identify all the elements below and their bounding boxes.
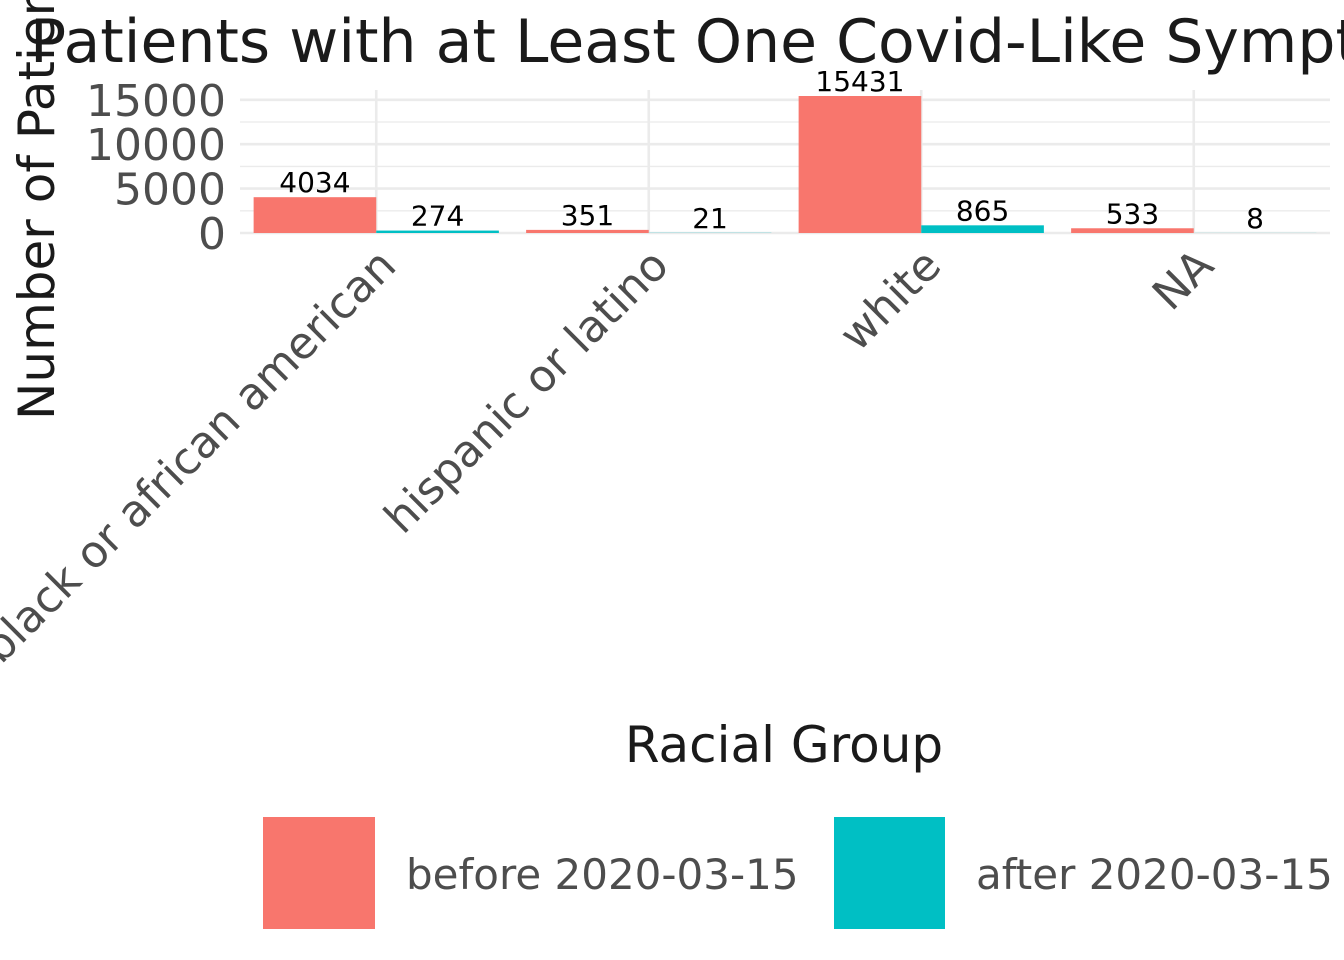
data-labels: 4034 351 15431 533 274 21 865 8 xyxy=(279,65,1264,235)
data-label: 274 xyxy=(411,200,464,233)
data-label: 21 xyxy=(692,202,728,235)
y-axis-title: Number of Patients xyxy=(8,0,66,420)
x-axis-title: Racial Group xyxy=(625,716,943,774)
x-tick-label: hispanic or latino xyxy=(375,240,679,544)
bar-before-1 xyxy=(526,229,649,233)
bar-before-0 xyxy=(253,197,377,233)
data-label: 8 xyxy=(1246,202,1264,235)
data-label: 15431 xyxy=(815,65,904,98)
legend-key-after xyxy=(834,817,945,929)
data-label: 533 xyxy=(1106,197,1159,230)
legend-key-before xyxy=(263,817,375,929)
y-tick-label: 10000 xyxy=(86,120,226,171)
legend-label-before: before 2020-03-15 xyxy=(406,850,799,899)
y-tick-label: 15000 xyxy=(86,76,226,127)
x-tick-label: NA xyxy=(1143,240,1224,321)
bar-before-2 xyxy=(798,96,922,233)
legend: before 2020-03-15 after 2020-03-15 xyxy=(263,817,1333,929)
data-label: 865 xyxy=(956,194,1009,227)
x-tick-label: white xyxy=(830,240,951,361)
bar-after-2 xyxy=(921,225,1044,233)
bar-after-0 xyxy=(376,230,499,233)
bars xyxy=(253,96,1317,233)
bar-before-3 xyxy=(1071,228,1194,233)
data-label: 4034 xyxy=(279,166,350,199)
data-label: 351 xyxy=(561,199,614,232)
y-tick-label: 5000 xyxy=(114,165,226,216)
legend-label-after: after 2020-03-15 xyxy=(976,850,1333,899)
grid-lines xyxy=(240,90,1330,235)
y-tick-label: 0 xyxy=(198,209,226,260)
chart-title: Patients with at Least One Covid-Like Sy… xyxy=(30,7,1344,77)
